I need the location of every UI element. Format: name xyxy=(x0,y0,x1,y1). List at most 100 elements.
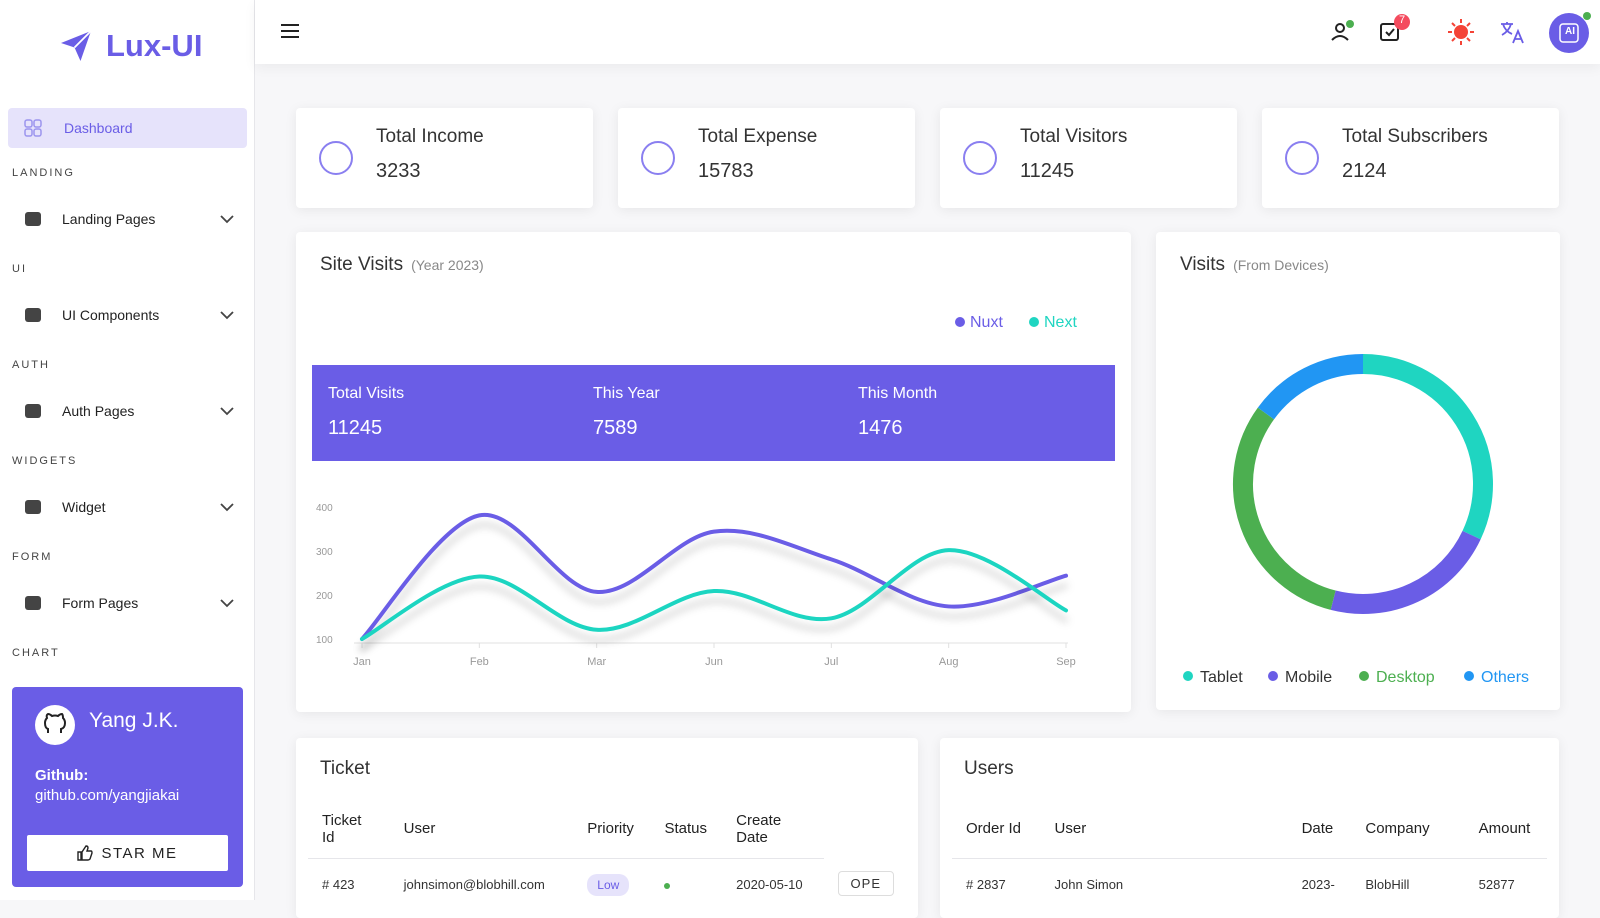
stat-label: Total Income xyxy=(376,126,484,147)
table-row: # 423 johnsimon@blobhill.com Low 2020-05-10… xyxy=(308,858,908,902)
legend-label[interactable]: Others xyxy=(1481,669,1529,686)
dashboard-icon xyxy=(24,119,42,137)
devices-card: Visits (From Devices) Tablet Mobile Desktop… xyxy=(1156,232,1560,710)
nav-icon xyxy=(25,596,41,610)
section-heading: UI xyxy=(12,263,27,275)
star-button[interactable]: STAR ME xyxy=(27,835,228,871)
cell-text: BlobHill xyxy=(1365,876,1410,892)
chevron-shape xyxy=(220,407,234,416)
column-header: Amount xyxy=(1464,800,1547,859)
column-header: User xyxy=(389,800,574,859)
avatar[interactable] xyxy=(1548,11,1592,55)
chevron-shape xyxy=(220,503,234,512)
card-header: Site Visits (Year 2023) xyxy=(320,254,484,276)
card-title: Users xyxy=(964,758,1014,779)
line-chart: 100 200 300 400 Jan Feb Mar Jun Jul Aug Sep Nuxt Nex… xyxy=(316,314,1077,668)
status-dot-cell xyxy=(650,858,722,902)
legend-swatch xyxy=(1464,671,1474,681)
legend-label[interactable]: Mobile xyxy=(1285,669,1332,686)
cell-text: Low xyxy=(587,873,630,896)
table-cell: 2023- xyxy=(1288,858,1352,902)
icon-shape xyxy=(25,500,41,514)
chevron-shape xyxy=(220,215,234,224)
tasks-icon[interactable] xyxy=(1378,14,1412,44)
legend-swatch xyxy=(1029,317,1039,327)
table-cell: # 423 xyxy=(308,858,390,902)
profile-name: Yang J.K. xyxy=(89,709,179,732)
profile-link[interactable]: github.com/yangjiakai xyxy=(35,787,180,804)
summary-value: 11245 xyxy=(328,417,383,439)
icon-shape xyxy=(1285,141,1319,175)
notification-count: 7 xyxy=(1398,14,1406,26)
summary-label: This Year xyxy=(593,385,660,402)
line-series xyxy=(360,512,1068,641)
x-tick-label: Jan xyxy=(353,656,371,668)
nav-item[interactable]: UI Components xyxy=(24,306,234,324)
theme-toggle[interactable] xyxy=(1447,18,1475,46)
users-table: Order Id User Date Company Amount # 2837 John … xyxy=(952,800,1547,902)
stat-icon xyxy=(641,141,675,175)
summary-label: Total Visits xyxy=(328,385,405,402)
stat-card: Total Subscribers 2124 xyxy=(1262,108,1559,208)
table-cell: 52877 xyxy=(1465,858,1547,902)
nav-item[interactable]: Widget xyxy=(24,498,234,516)
x-tick-label: Aug xyxy=(939,656,959,668)
card-subtitle: (Year 2023) xyxy=(411,257,484,273)
legend-label[interactable]: Next xyxy=(1044,314,1077,331)
column-header: Date xyxy=(1287,800,1352,859)
section-heading: AUTH xyxy=(12,359,50,371)
cell-text: 2020-05-10 xyxy=(736,876,803,892)
nav-item[interactable]: Auth Pages xyxy=(24,402,234,420)
nav-item-active[interactable]: Dashboard xyxy=(8,108,247,148)
nav-item[interactable]: Landing Pages xyxy=(24,210,234,228)
legend-label[interactable]: Desktop xyxy=(1376,669,1435,686)
line-series xyxy=(360,548,1068,641)
brand[interactable]: Lux-UI xyxy=(58,28,202,64)
profile-card: Yang J.K. Github: github.com/yangjiakai … xyxy=(12,687,243,887)
table-cell: 2020-05-10 xyxy=(722,858,823,902)
ticket-card: Ticket Ticket Id User Priority Status Create… xyxy=(296,738,918,918)
legend-label[interactable]: Tablet xyxy=(1200,669,1243,686)
header-row: Order Id User Date Company Amount xyxy=(952,800,1547,859)
brand-name: Lux-UI xyxy=(106,28,203,63)
cell-text: # 423 xyxy=(322,876,355,892)
nav-label: Dashboard xyxy=(64,120,133,136)
legend-swatch xyxy=(1183,671,1193,681)
site-visits-card: Site Visits (Year 2023) Total Visits 11245… xyxy=(296,232,1131,712)
nav-label: UI Components xyxy=(62,307,160,323)
users-icon[interactable] xyxy=(1330,20,1356,44)
icon-shape xyxy=(25,596,41,610)
column-header: Company xyxy=(1351,800,1465,859)
x-tick-label: Mar xyxy=(587,656,606,668)
icon-shape xyxy=(641,141,675,175)
cell-text: 52877 xyxy=(1478,876,1515,892)
stat-value: 3233 xyxy=(376,160,421,182)
table-cell: # 2837 xyxy=(952,858,1041,902)
donut-segment xyxy=(1362,354,1493,540)
chevron xyxy=(220,215,234,224)
chevron-shape xyxy=(220,311,234,320)
icon-shape xyxy=(963,141,997,175)
cell-text: johnsimon@blobhill.com xyxy=(403,876,545,892)
table-cell: johnsimon@blobhill.com xyxy=(390,858,574,902)
brand-icon xyxy=(61,30,92,61)
stat-icon xyxy=(963,141,997,175)
stat-card: Total Expense 15783 xyxy=(618,108,915,208)
cell-text: John Simon xyxy=(1054,876,1124,892)
nav-icon xyxy=(25,308,41,322)
github-icon xyxy=(35,705,75,745)
stat-value: 11245 xyxy=(1020,160,1075,182)
nav-item[interactable]: Form Pages xyxy=(24,594,234,612)
menu-button[interactable] xyxy=(280,23,300,39)
section-heading: WIDGETS xyxy=(12,455,78,467)
chevron xyxy=(220,407,234,416)
chevron xyxy=(220,503,234,512)
summary-label: This Month xyxy=(858,385,938,402)
icon-shape xyxy=(25,212,41,226)
donut-chart: Tablet Mobile Desktop Others xyxy=(1183,354,1529,686)
translate-icon[interactable] xyxy=(1499,19,1525,45)
legend-label[interactable]: Nuxt xyxy=(970,314,1003,331)
summary-banner: Total Visits 11245 This Year 7589 This Month… xyxy=(312,365,1115,461)
